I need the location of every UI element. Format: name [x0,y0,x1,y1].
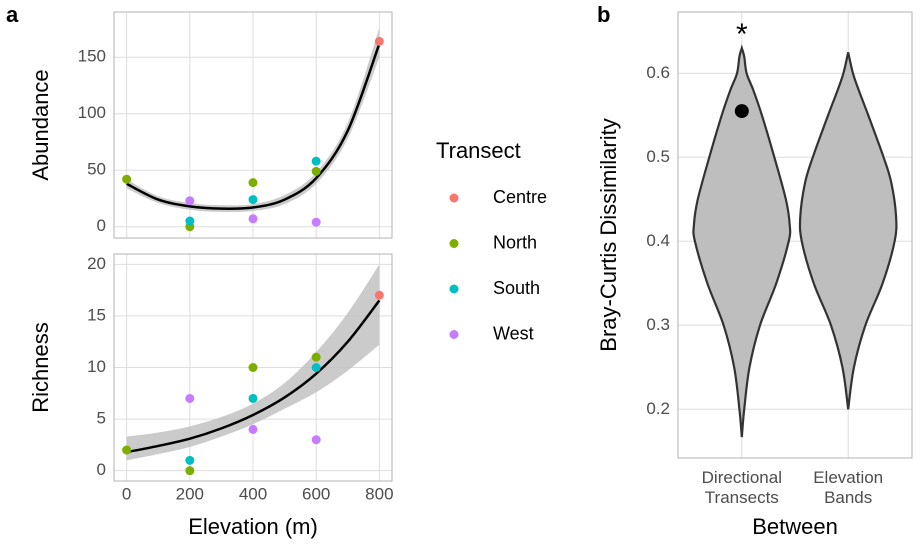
data-point [311,156,321,166]
y-tick-label: 15 [87,305,106,324]
data-point [311,352,321,362]
legend-key [449,284,459,294]
y-tick-label: 0.5 [646,147,670,166]
y-tick-label: 0.3 [646,315,670,334]
y-tick-label: 5 [97,409,106,428]
legend-key [449,193,459,203]
data-point [311,435,321,445]
data-point [248,393,258,403]
data-point [311,363,321,372]
x-tick-label: 200 [176,484,204,503]
x-tick-label: 400 [239,484,267,503]
panel-border [113,253,393,482]
fit-line [126,299,381,454]
panel-tag: a [6,2,19,27]
y-tick-label: 0.4 [646,231,670,250]
data-point [311,166,321,176]
y-tick-label: 0 [97,460,106,479]
annotation: * [736,18,748,51]
y-tick-label: 10 [87,357,106,376]
y-tick-label: 0 [97,216,106,235]
legend-label: North [493,232,537,252]
median-point [734,104,749,119]
data-point [185,455,195,465]
y-tick-label: 0.6 [646,63,670,82]
data-point [185,196,195,206]
y-tick-label: 50 [87,160,106,179]
violin [692,44,792,438]
y-tick-label: 100 [78,103,106,122]
legend-title: Transect [436,138,521,163]
data-point [185,216,195,226]
y-axis-title: Richness [28,322,53,412]
data-point [248,214,258,224]
y-axis-title: Bray-Curtis Dissimilarity [596,118,621,351]
data-point [311,217,321,227]
y-tick-label: 20 [87,254,106,273]
y-tick-label: 150 [78,47,106,66]
legend-label: Centre [493,187,547,207]
x-tick-label: Elevation Bands [813,468,884,507]
x-tick-label: Directional Transects [701,468,782,507]
data-point [185,393,195,403]
legend-key [449,239,459,248]
x-axis-title: Elevation (m) [188,514,318,539]
data-point [122,174,132,184]
confidence-ribbon [126,27,380,213]
x-tick-label: 800 [365,484,393,503]
legend-key [449,330,459,339]
panel-border [677,11,913,459]
violin [798,52,898,410]
data-point [248,424,258,434]
data-point [185,466,195,476]
panel-tag: b [597,2,610,27]
y-tick-label: 0.2 [646,399,670,418]
y-axis-title: Abundance [28,69,53,180]
data-point [248,178,258,188]
data-point [374,36,384,46]
x-tick-label: 0 [122,484,131,503]
data-point [248,363,258,372]
legend-label: South [493,278,540,298]
data-point [248,195,258,205]
legend-label: West [493,323,534,343]
data-point [122,445,132,455]
x-tick-label: 600 [302,484,330,503]
fit-line [126,43,381,210]
panel-border [113,11,393,239]
data-point [374,290,384,300]
x-axis-title: Between [752,514,838,539]
